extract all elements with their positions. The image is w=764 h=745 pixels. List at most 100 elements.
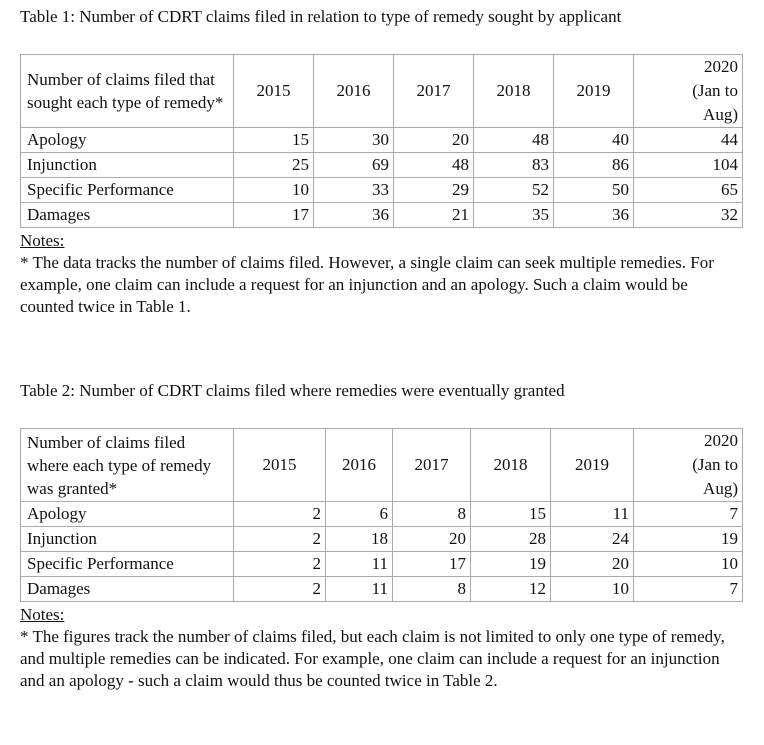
row: Specific Performance 10 33 29 52 50 65 — [20, 177, 743, 203]
cell: 48 — [393, 152, 474, 178]
header-cell: 2017 — [392, 428, 471, 502]
cell: 33 — [313, 177, 394, 203]
row-label: Damages — [20, 576, 234, 602]
header-text: 2019 — [576, 81, 611, 100]
cell: 40 — [553, 127, 634, 153]
header-row: Number of claims filed that sought each … — [20, 54, 743, 128]
cell: 17 — [233, 202, 314, 228]
header-cell: Number of claims filed where each type o… — [20, 428, 234, 502]
cell: 10 — [233, 177, 314, 203]
row: Injunction 2 18 20 28 24 19 — [20, 526, 743, 552]
note: * The figures track the number of claims… — [20, 627, 725, 690]
cell: 15 — [233, 127, 314, 153]
cell: 7 — [633, 501, 743, 527]
row: Specific Performance 2 11 17 19 20 10 — [20, 551, 743, 577]
cell: 69 — [313, 152, 394, 178]
cell: 7 — [633, 576, 743, 602]
cell: 86 — [553, 152, 634, 178]
cell: 11 — [325, 551, 393, 577]
row: Apology 2 6 8 15 11 7 — [20, 501, 743, 527]
cell: 18 — [325, 526, 393, 552]
row: Damages 17 36 21 35 36 32 — [20, 202, 743, 228]
row-label: Damages — [20, 202, 234, 228]
cell: 12 — [470, 576, 551, 602]
row-label: Apology — [20, 127, 234, 153]
header-cell: Number of claims filed that sought each … — [20, 54, 234, 128]
cell: 8 — [392, 501, 471, 527]
header-text: 2017 — [416, 81, 451, 100]
cell: 35 — [473, 202, 554, 228]
header-cell: 2019 — [553, 54, 634, 128]
cell: 2 — [233, 576, 326, 602]
cell: 104 — [633, 152, 743, 178]
header-cell: 2016 — [325, 428, 393, 502]
header-text: 2018 — [496, 81, 531, 100]
header-cell: 2020 (Jan to Aug) — [633, 54, 743, 128]
cell: 30 — [313, 127, 394, 153]
header-text: 2020 (Jan to Aug) — [692, 57, 738, 124]
notes-heading: Notes: — [20, 231, 65, 250]
cell: 36 — [313, 202, 394, 228]
table2-section: Table 2: Number of CDRT claims filed whe… — [20, 380, 743, 692]
cell: 11 — [325, 576, 393, 602]
cell: 11 — [550, 501, 634, 527]
header-text: Number of claims filed where each type o… — [27, 432, 212, 498]
header-text: 2020 (Jan to Aug) — [692, 431, 738, 498]
row-label: Specific Performance — [20, 551, 234, 577]
header-text: Number of claims filed that sought each … — [27, 70, 224, 112]
cell: 21 — [393, 202, 474, 228]
header-cell: 2016 — [313, 54, 394, 128]
cell: 2 — [233, 501, 326, 527]
row-label: Apology — [20, 501, 234, 527]
notes-heading: Notes: — [20, 605, 65, 624]
cell: 10 — [633, 551, 743, 577]
table: Number of claims filed where each type o… — [20, 428, 743, 602]
header-text: 2019 — [575, 455, 609, 474]
row-label: Specific Performance — [20, 177, 234, 203]
cell: 20 — [550, 551, 634, 577]
caption: Table 2: Number of CDRT claims filed whe… — [20, 381, 565, 400]
header-cell: 2015 — [233, 54, 314, 128]
table1-section: Table 1: Number of CDRT claims filed in … — [20, 6, 743, 318]
cell: 52 — [473, 177, 554, 203]
cell: 29 — [393, 177, 474, 203]
cell: 44 — [633, 127, 743, 153]
cell: 25 — [233, 152, 314, 178]
header-row: Number of claims filed where each type o… — [20, 428, 743, 502]
cell: 65 — [633, 177, 743, 203]
row-label: Injunction — [20, 152, 234, 178]
cell: 48 — [473, 127, 554, 153]
cell: 6 — [325, 501, 393, 527]
cell: 32 — [633, 202, 743, 228]
cell: 8 — [392, 576, 471, 602]
cell: 20 — [393, 127, 474, 153]
header-text: 2015 — [256, 81, 291, 100]
cell: 20 — [392, 526, 471, 552]
header-text: 2017 — [414, 455, 449, 474]
note: * The data tracks the number of claims f… — [20, 253, 714, 316]
header-cell: 2017 — [393, 54, 474, 128]
header-cell: 2018 — [473, 54, 554, 128]
caption: Table 1: Number of CDRT claims filed in … — [20, 7, 622, 26]
header-text: 2015 — [262, 455, 297, 474]
header-cell: 2019 — [550, 428, 634, 502]
cell: 28 — [470, 526, 551, 552]
row: Apology 15 30 20 48 40 44 — [20, 127, 743, 153]
header-cell: 2015 — [233, 428, 326, 502]
cell: 19 — [470, 551, 551, 577]
cell: 83 — [473, 152, 554, 178]
header-text: 2016 — [336, 81, 371, 100]
header-cell: 2018 — [470, 428, 551, 502]
cell: 19 — [633, 526, 743, 552]
cell: 36 — [553, 202, 634, 228]
table: Number of claims filed that sought each … — [20, 54, 743, 228]
row-label: Injunction — [20, 526, 234, 552]
header-text: 2018 — [493, 455, 528, 474]
cell: 10 — [550, 576, 634, 602]
row: Injunction 25 69 48 83 86 104 — [20, 152, 743, 178]
header-cell: 2020 (Jan to Aug) — [633, 428, 743, 502]
header-text: 2016 — [342, 455, 376, 474]
row: Damages 2 11 8 12 10 7 — [20, 576, 743, 602]
cell: 15 — [470, 501, 551, 527]
